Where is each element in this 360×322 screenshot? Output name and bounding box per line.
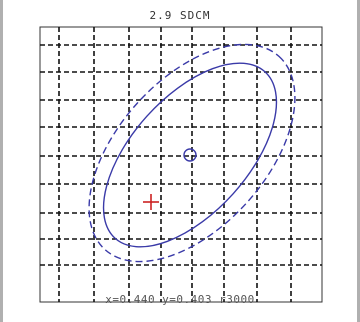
chart-title: 2.9 SDCM: [149, 9, 211, 22]
left-panel-border: [0, 0, 3, 322]
coordinate-readout: x=0.440 y=0.403 r3000: [105, 293, 255, 306]
inner-ellipse: [102, 62, 278, 248]
measured-point-marker: [183, 148, 197, 162]
plot-frame: [39, 26, 323, 303]
right-panel-border: [357, 0, 360, 322]
outer-ellipse-dashed: [88, 43, 296, 263]
